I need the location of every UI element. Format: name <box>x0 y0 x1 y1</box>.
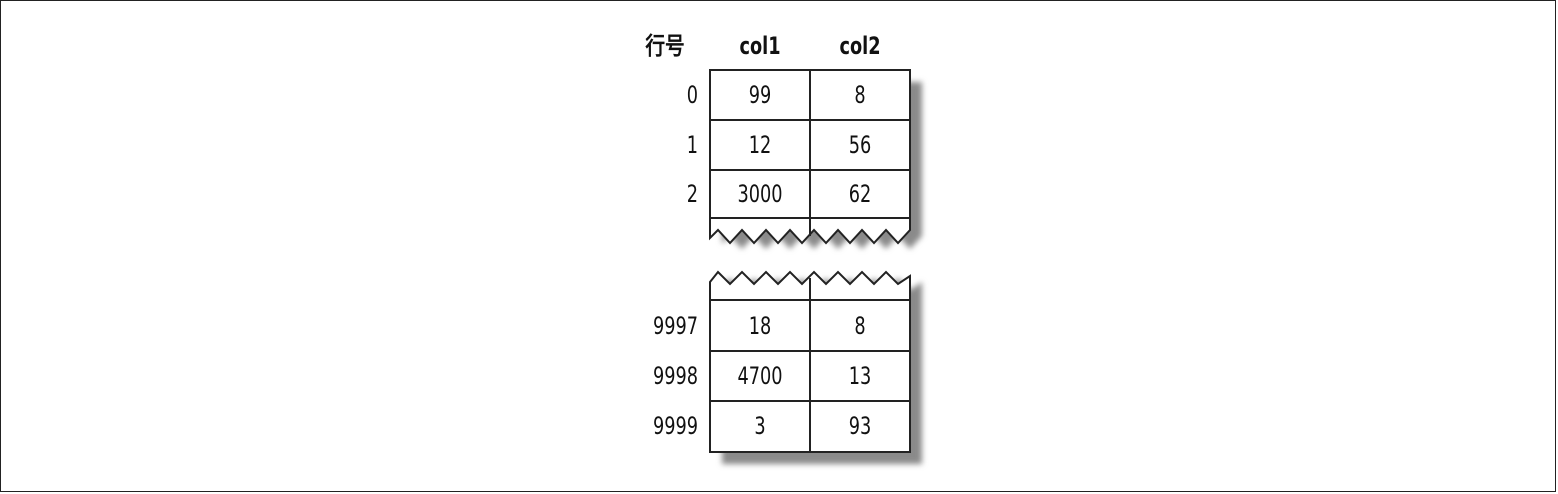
table-cell: 99 <box>748 81 772 109</box>
table-cell: 93 <box>848 412 872 440</box>
table-cell: 56 <box>848 131 872 159</box>
table-bottom-segment <box>709 270 911 453</box>
table-cell: 18 <box>748 312 772 340</box>
row-index: 9997 <box>652 312 698 340</box>
table-cell: 8 <box>854 81 866 109</box>
col2-header: col2 <box>839 32 881 60</box>
index-header: 行号 <box>645 32 685 60</box>
row-index: 1 <box>686 131 698 159</box>
row-index: 9999 <box>652 412 698 440</box>
row-index: 2 <box>686 180 698 208</box>
row-index: 0 <box>686 81 698 109</box>
table-cell: 62 <box>848 180 872 208</box>
table-cell: 3 <box>754 412 766 440</box>
table-cell: 12 <box>748 131 772 159</box>
table-cell: 13 <box>848 362 872 390</box>
table-cell: 3000 <box>737 180 783 208</box>
row-index: 9998 <box>652 362 698 390</box>
table-top-segment <box>709 69 911 245</box>
col1-header: col1 <box>739 32 781 60</box>
table-cell: 4700 <box>737 362 783 390</box>
table-cell: 8 <box>854 312 866 340</box>
